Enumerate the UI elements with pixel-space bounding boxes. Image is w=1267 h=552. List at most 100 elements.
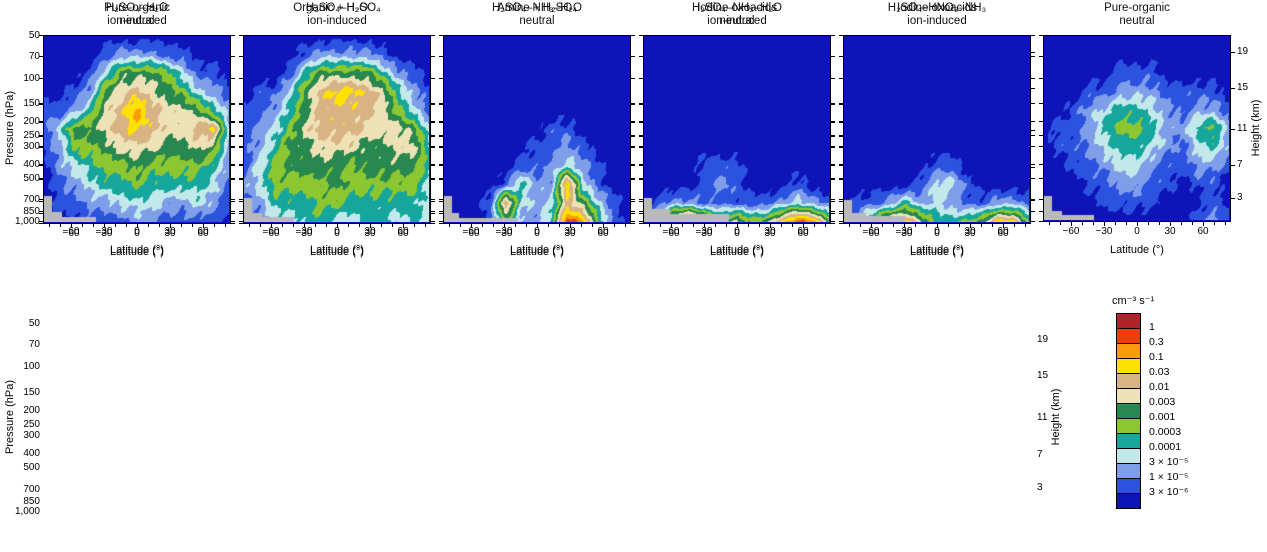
x-tick-label: −30 xyxy=(495,226,513,237)
x-tick-label: −60 xyxy=(1062,226,1080,237)
latitude-tick xyxy=(471,224,472,228)
x-tick-label: 0 xyxy=(134,226,140,237)
panel-subtitle: neutral xyxy=(1119,15,1155,27)
contour-canvas xyxy=(644,36,829,222)
latitude-tick xyxy=(814,224,815,227)
latitude-tick xyxy=(482,224,483,227)
pressure-tick xyxy=(431,201,435,202)
pressure-tick xyxy=(439,122,443,123)
latitude-tick xyxy=(781,224,782,227)
colorbar-cell xyxy=(1116,433,1141,449)
panel-subtitle: neutral xyxy=(719,15,755,27)
pressure-tick xyxy=(831,147,835,148)
pressure-tick xyxy=(439,179,443,180)
x-axis-label: Latitude (°) xyxy=(110,244,164,256)
pressure-tick xyxy=(231,122,235,123)
colorbar-tick-label: 0.03 xyxy=(1149,366,1170,378)
pressure-tick xyxy=(831,221,835,222)
pressure-tick xyxy=(231,199,235,200)
pressure-tick xyxy=(439,104,443,105)
pressure-tick xyxy=(431,164,435,165)
pressure-tick xyxy=(239,179,243,180)
pressure-tick xyxy=(631,135,635,136)
height-tick-label: 11 xyxy=(1037,412,1048,423)
pressure-tick xyxy=(239,201,243,202)
colorbar-tick-label: 0.001 xyxy=(1149,411,1176,423)
pressure-tick xyxy=(831,146,835,147)
pressure-tick-label: 300 xyxy=(23,141,40,152)
x-tick-label: 0 xyxy=(534,228,540,239)
latitude-tick xyxy=(526,224,527,227)
pressure-tick xyxy=(831,104,835,105)
latitude-tick xyxy=(1137,222,1138,226)
latitude-tick xyxy=(348,224,349,227)
pressure-tick xyxy=(431,35,435,36)
pressure-tick xyxy=(839,78,843,79)
latitude-tick xyxy=(115,224,116,227)
latitude-tick xyxy=(682,224,683,227)
x-tick-label: 0 xyxy=(734,228,740,239)
x-tick-label: −30 xyxy=(695,228,713,239)
pressure-tick xyxy=(839,104,843,105)
colorbar-tick-label: 1 xyxy=(1149,321,1155,333)
pressure-tick xyxy=(831,211,835,212)
latitude-tick xyxy=(548,224,549,227)
pressure-tick xyxy=(231,213,235,214)
pressure-tick xyxy=(631,213,635,214)
pressure-tick xyxy=(439,146,443,147)
height-tick-label: 7 xyxy=(1237,159,1243,170)
latitude-tick xyxy=(203,224,204,228)
x-tick-label: 30 xyxy=(764,228,776,239)
pressure-tick xyxy=(831,213,835,214)
pressure-tick xyxy=(1031,78,1035,79)
x-tick-label: 30 xyxy=(964,228,976,239)
latitude-tick xyxy=(559,224,560,227)
pressure-tick xyxy=(1039,199,1043,200)
panel-title: H₂SO₄–H₂O xyxy=(105,2,169,14)
pressure-tick xyxy=(239,135,243,136)
x-tick-label: 60 xyxy=(597,226,609,237)
pressure-tick xyxy=(839,35,843,36)
contour-canvas xyxy=(44,36,229,222)
pressure-tick xyxy=(831,78,835,79)
x-tick-label: −60 xyxy=(262,228,280,239)
pressure-tick xyxy=(639,104,643,105)
pressure-tick xyxy=(431,135,435,136)
x-tick-label: 0 xyxy=(934,228,940,239)
x-tick-label: 60 xyxy=(797,228,809,239)
pressure-tick xyxy=(639,135,643,136)
pressure-tick xyxy=(431,78,435,79)
pressure-tick xyxy=(231,103,235,104)
pressure-tick xyxy=(231,104,235,105)
pressure-tick xyxy=(39,135,43,136)
colorbar-cell xyxy=(1116,493,1141,509)
x-tick-label: −60 xyxy=(862,226,880,237)
latitude-tick xyxy=(570,224,571,228)
latitude-tick xyxy=(515,224,516,227)
x-tick-label: 0 xyxy=(934,226,940,237)
pressure-tick xyxy=(39,199,43,200)
pressure-tick xyxy=(1039,56,1043,57)
pressure-tick xyxy=(839,164,843,165)
pressure-tick xyxy=(39,221,43,222)
latitude-tick xyxy=(860,224,861,227)
height-tick xyxy=(1031,167,1035,168)
latitude-tick xyxy=(1049,222,1050,225)
pressure-tick xyxy=(239,103,243,104)
pressure-tick xyxy=(439,147,443,148)
pressure-tick xyxy=(631,35,635,36)
latitude-tick xyxy=(148,224,149,227)
pressure-tick xyxy=(231,165,235,166)
pressure-tick xyxy=(39,211,43,212)
pressure-tick-label: 200 xyxy=(23,116,40,127)
panel-title: H₂SO₄–NH₃–H₂O xyxy=(692,2,782,14)
pressure-tick xyxy=(39,136,43,137)
pressure-tick xyxy=(431,213,435,214)
x-tick-label: −30 xyxy=(1095,226,1113,237)
latitude-tick xyxy=(1214,222,1215,225)
latitude-tick xyxy=(592,224,593,227)
pressure-tick xyxy=(839,147,843,148)
latitude-tick xyxy=(192,224,193,227)
latitude-tick xyxy=(104,224,105,228)
pressure-tick xyxy=(639,213,643,214)
